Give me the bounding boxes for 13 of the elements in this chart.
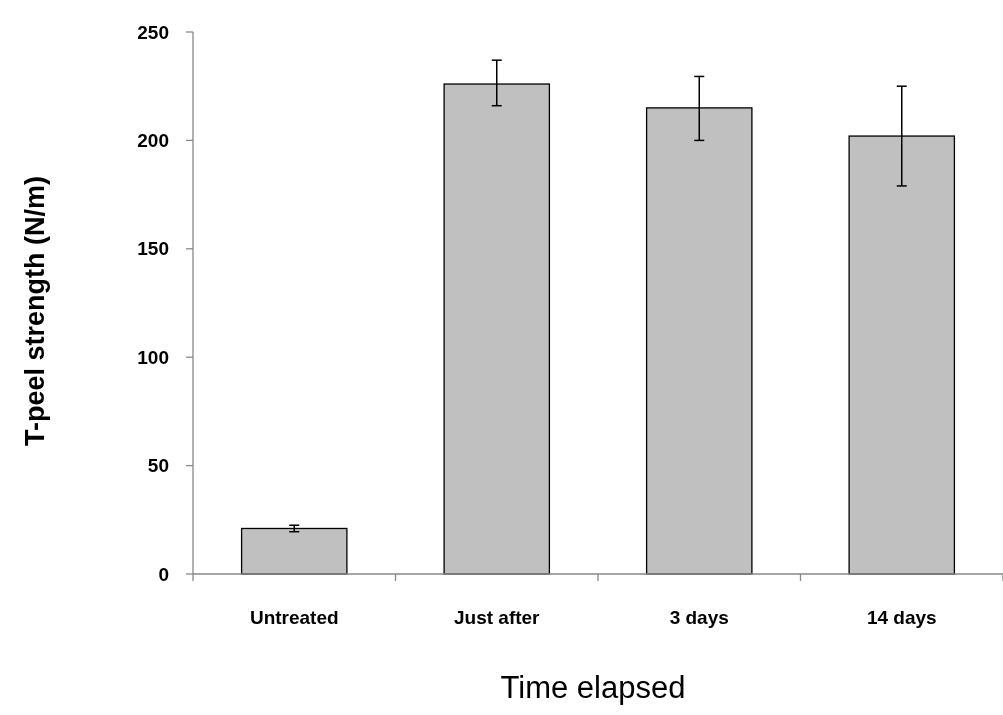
- y-tick-label: 0: [158, 563, 169, 585]
- x-tick-label: Just after: [453, 607, 541, 628]
- y-tick-label: 250: [137, 21, 169, 43]
- y-tick-label: 50: [147, 455, 169, 477]
- y-tick-label: 150: [137, 238, 169, 260]
- x-tick-label: 3 days: [669, 607, 729, 628]
- y-tick-label: 200: [137, 130, 169, 152]
- x-axis-title: Time elapsed: [500, 670, 686, 705]
- y-axis-title: T-peel strength (N/m): [20, 175, 50, 447]
- y-tick-label: 100: [137, 346, 169, 368]
- bar: [240, 527, 348, 575]
- x-tick-label: Untreated: [249, 607, 339, 628]
- x-tick-label: 14 days: [866, 607, 937, 628]
